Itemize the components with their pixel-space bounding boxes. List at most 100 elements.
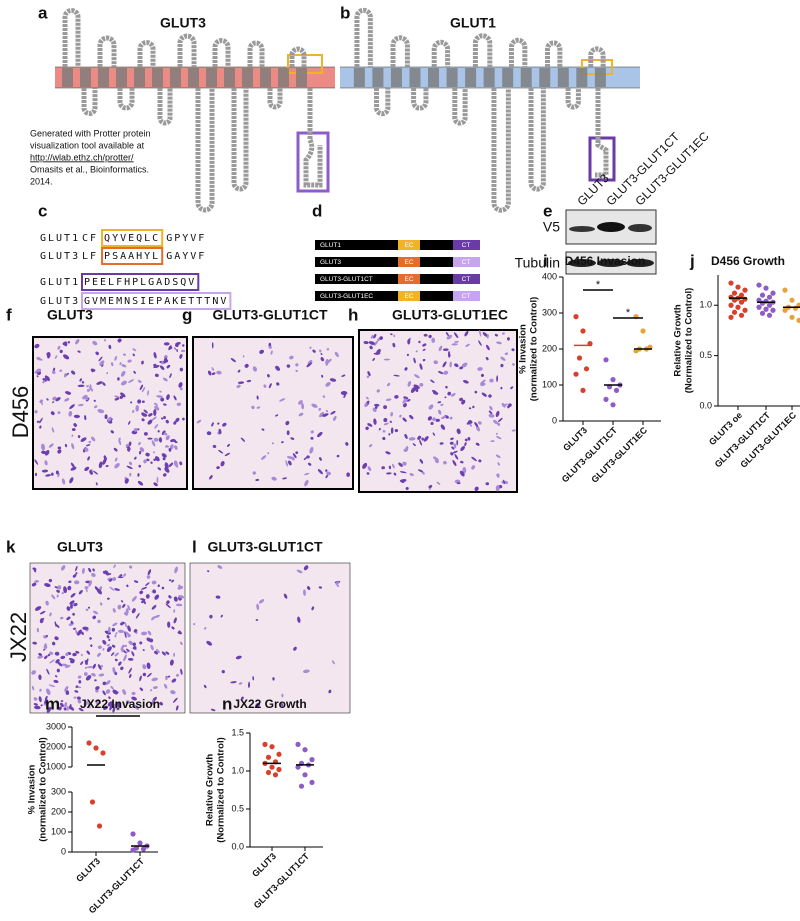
cell: [89, 637, 92, 640]
point: [738, 312, 745, 318]
loop: [195, 88, 215, 213]
cell: [167, 675, 171, 678]
seq-box: PSAAHYL: [104, 251, 160, 262]
point: [93, 745, 99, 751]
cell: [124, 478, 129, 484]
cell: [95, 482, 98, 486]
cell: [161, 453, 167, 458]
cell: [407, 380, 412, 387]
cell: [141, 631, 148, 636]
cell: [207, 570, 210, 573]
cell: [256, 406, 261, 409]
cell: [500, 363, 504, 368]
construct-name: GLUT3-GLUT1CT: [320, 276, 373, 283]
cell: [54, 586, 59, 589]
cell: [285, 420, 290, 426]
cell: [306, 455, 310, 459]
cell: [490, 440, 495, 443]
cell: [480, 382, 486, 387]
ec-domain: [398, 240, 420, 250]
cell: [104, 414, 108, 420]
cell: [57, 411, 61, 415]
cell: [165, 435, 170, 441]
cell: [495, 410, 500, 418]
cell: [86, 385, 89, 388]
cell: [162, 457, 166, 461]
cell: [93, 610, 99, 615]
cell: [220, 461, 225, 467]
point: [735, 284, 741, 290]
cell: [449, 441, 454, 445]
cell: [153, 458, 156, 461]
cell: [422, 358, 426, 362]
seq: GPYVF: [166, 233, 206, 244]
cell: [179, 387, 183, 391]
cell: [119, 362, 122, 366]
cell: [394, 429, 399, 433]
cell: [365, 426, 369, 431]
loop: [491, 88, 511, 213]
cell: [61, 565, 66, 571]
cell: [501, 332, 505, 335]
cell: [388, 465, 392, 470]
helix: [483, 68, 495, 87]
panel-letter: m: [45, 694, 60, 713]
cell: [408, 437, 416, 441]
y-tick-label: 1.0: [699, 300, 712, 310]
cell: [461, 362, 468, 368]
cell: [105, 689, 111, 694]
cell: [114, 635, 117, 638]
cell: [157, 430, 160, 433]
note-link[interactable]: http://wlab.ethz.ch/protter/: [30, 152, 134, 162]
cell: [382, 430, 386, 433]
cell: [121, 380, 127, 386]
cell: [173, 460, 178, 467]
cell: [495, 454, 501, 459]
cell: [230, 358, 236, 363]
cell: [142, 672, 147, 677]
loop: [588, 46, 606, 67]
cell: [77, 629, 82, 636]
cell: [63, 586, 68, 594]
y-tick-label: 0.0: [231, 841, 244, 851]
ct-box: [588, 136, 616, 182]
point: [731, 290, 738, 296]
loop: [508, 37, 528, 67]
cell: [317, 431, 323, 438]
cell: [326, 348, 330, 351]
cell: [311, 606, 315, 611]
cell: [178, 382, 183, 388]
y-tick-label: 1.0: [231, 765, 244, 775]
cell: [365, 396, 369, 400]
cell: [220, 614, 223, 618]
cell: [310, 436, 314, 440]
cell: [178, 584, 182, 589]
cell: [90, 644, 93, 647]
cell: [145, 582, 150, 587]
cell: [39, 617, 45, 623]
cell: [70, 462, 75, 468]
cell: [402, 461, 407, 466]
cell: [95, 701, 99, 705]
cell: [122, 353, 126, 356]
cell: [154, 614, 160, 618]
cell: [170, 690, 176, 695]
cell: [321, 374, 324, 378]
cell: [222, 422, 227, 427]
cell: [325, 469, 328, 472]
cell: [120, 392, 126, 398]
cell: [138, 441, 141, 446]
cell: [163, 473, 167, 477]
cell: [247, 681, 250, 687]
cell: [297, 616, 301, 623]
cell: [89, 386, 94, 392]
y-tick-label: 1.5: [231, 727, 244, 737]
cell: [496, 436, 502, 440]
y-tick-label: 2000: [46, 741, 66, 751]
helix: [409, 68, 421, 87]
cell: [98, 461, 103, 469]
y-axis-label: Relative Growth: [205, 754, 216, 827]
cell: [206, 640, 213, 646]
cell: [141, 386, 146, 393]
cell: [75, 685, 79, 689]
